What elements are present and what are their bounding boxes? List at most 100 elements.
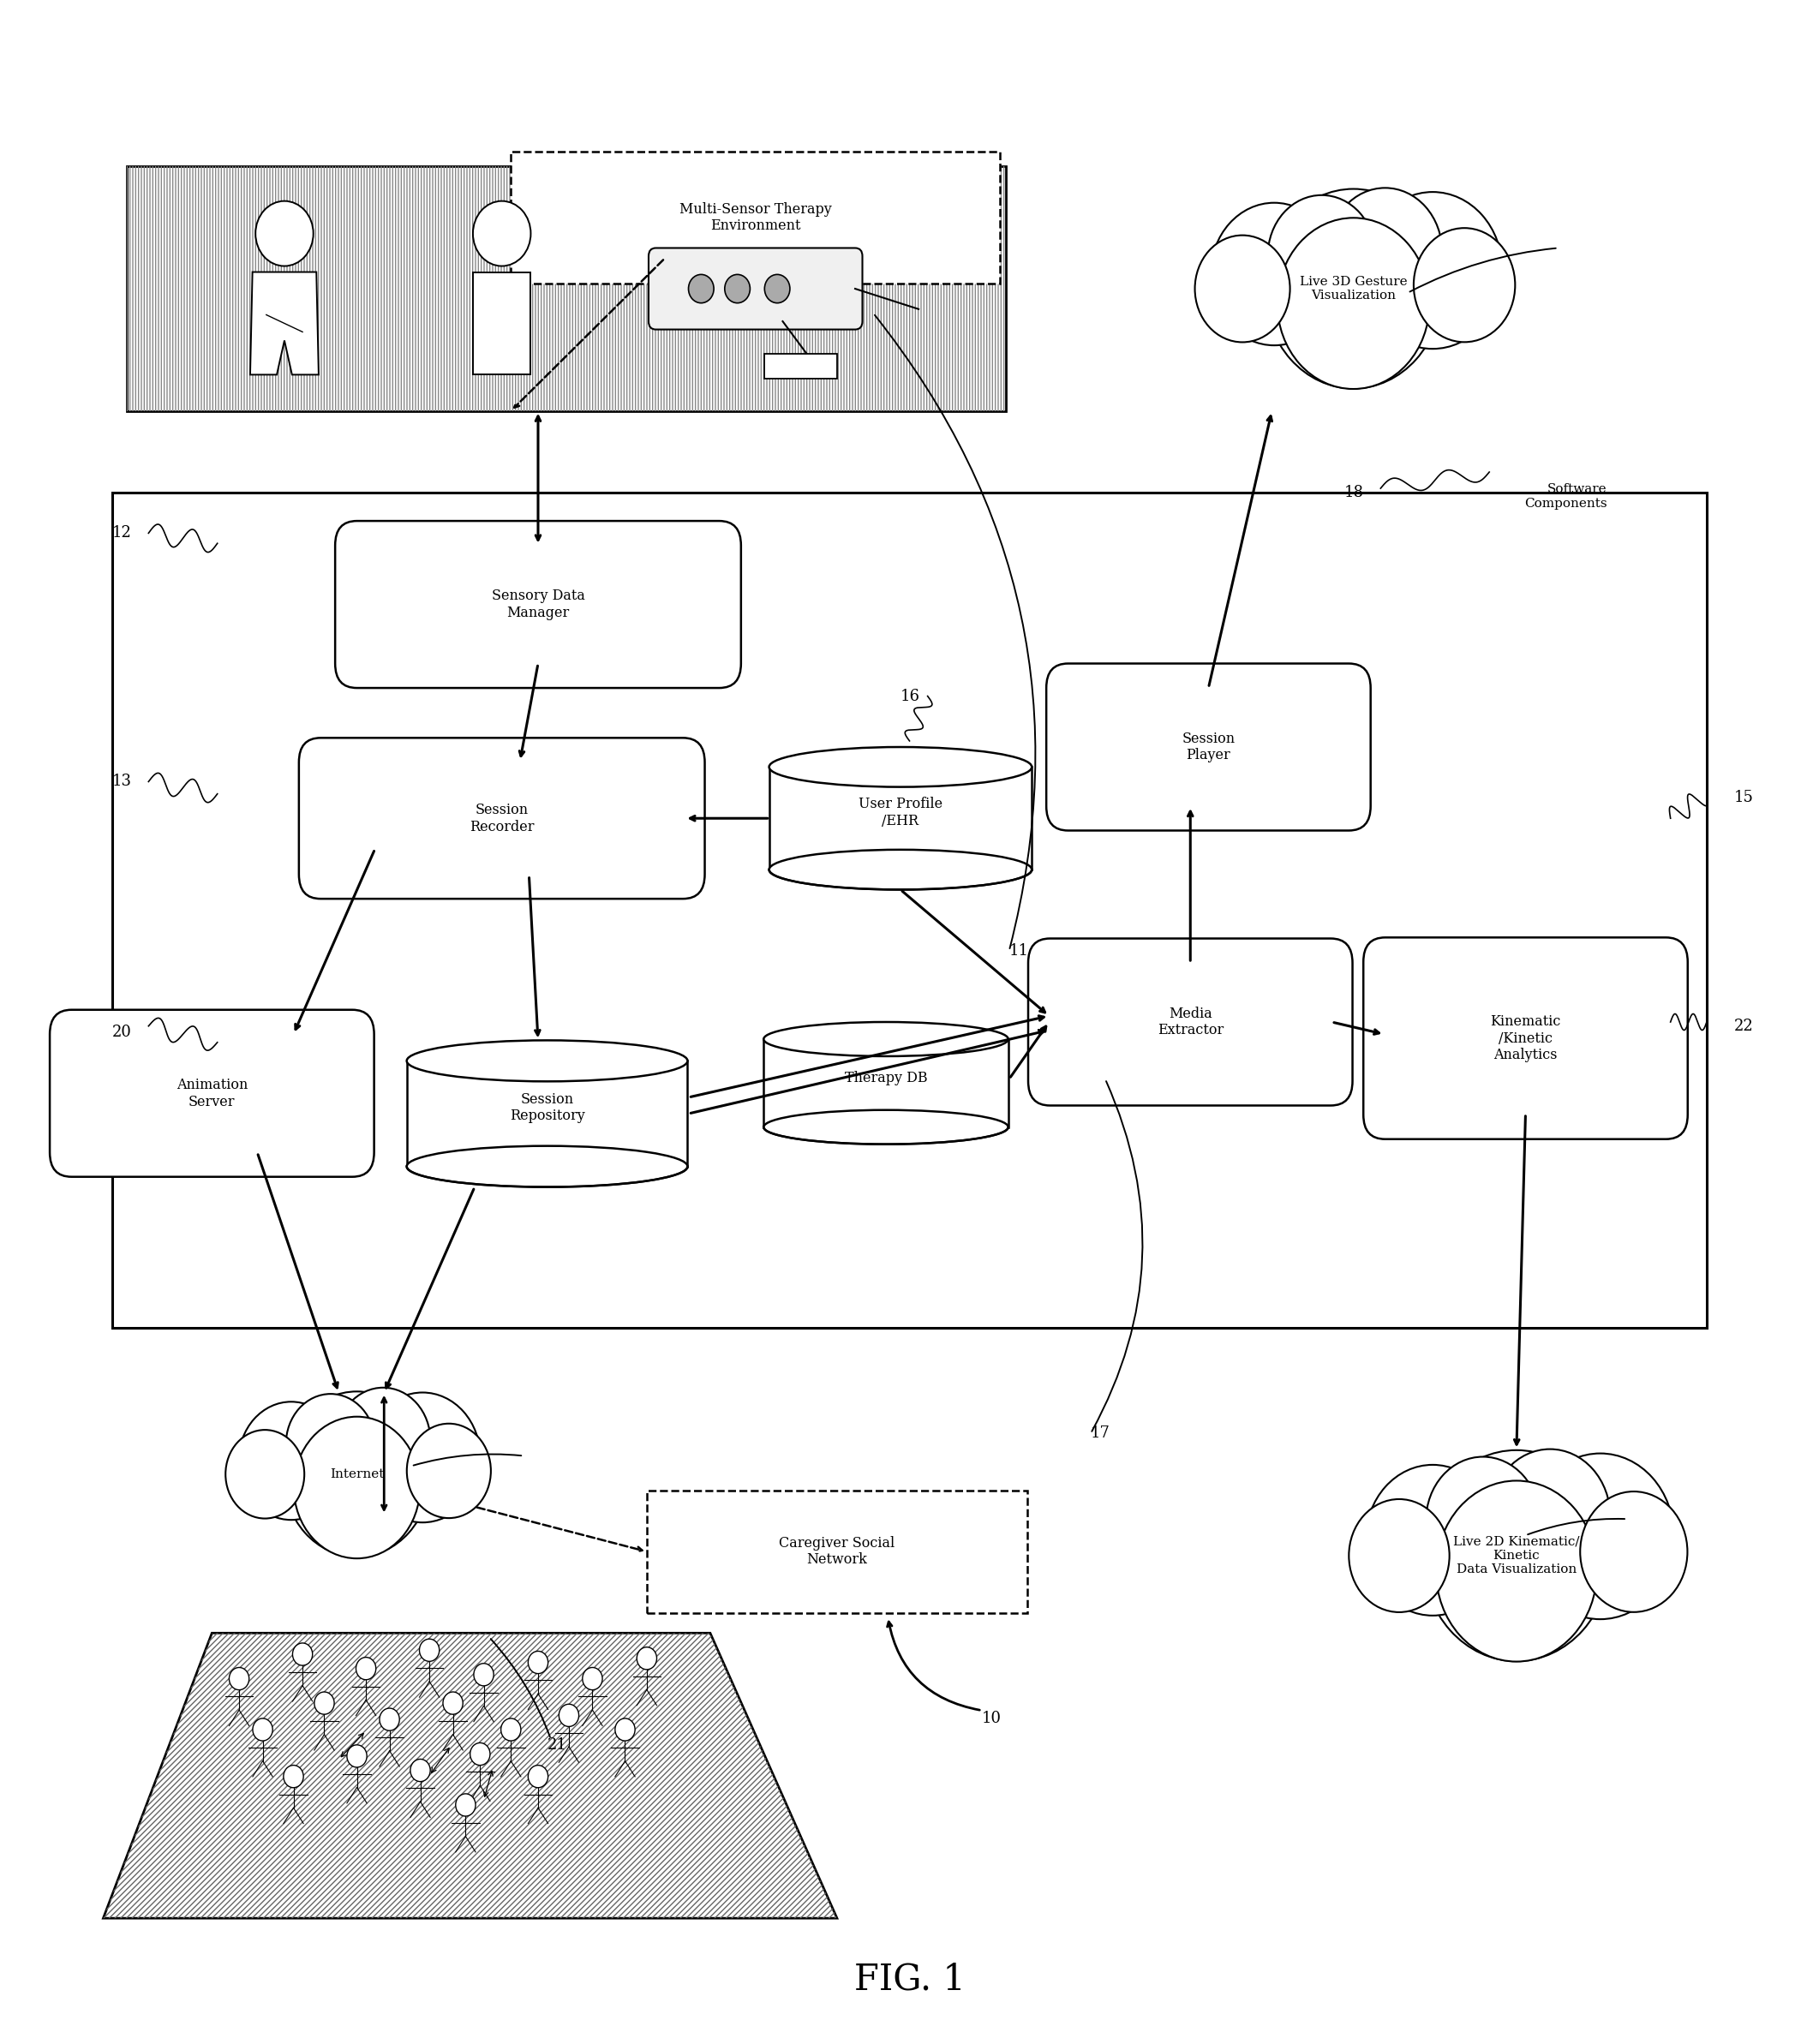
FancyBboxPatch shape [1364, 938, 1688, 1139]
Circle shape [229, 1668, 249, 1690]
FancyBboxPatch shape [1046, 664, 1372, 830]
Circle shape [455, 1795, 475, 1817]
Circle shape [295, 1416, 420, 1558]
Text: 15: 15 [1734, 791, 1754, 805]
FancyBboxPatch shape [49, 1010, 375, 1177]
Circle shape [255, 200, 313, 266]
Circle shape [420, 1639, 440, 1662]
Circle shape [500, 1719, 520, 1741]
Circle shape [357, 1658, 377, 1680]
Circle shape [1435, 1480, 1597, 1662]
Text: Sensory Data
Manager: Sensory Data Manager [491, 589, 584, 619]
Bar [764, 354, 837, 378]
Text: Session
Player: Session Player [1182, 732, 1235, 762]
Circle shape [558, 1705, 578, 1727]
Text: 12: 12 [113, 525, 133, 542]
Circle shape [347, 1746, 367, 1768]
Circle shape [528, 1766, 548, 1788]
Bar [113, 493, 1706, 1327]
Text: 13: 13 [113, 775, 133, 789]
Circle shape [411, 1760, 431, 1782]
Circle shape [1366, 1466, 1499, 1615]
Text: Media
Extractor: Media Extractor [1157, 1006, 1224, 1038]
Circle shape [473, 1664, 493, 1686]
Text: 10: 10 [982, 1711, 1002, 1727]
Circle shape [1362, 192, 1502, 350]
Circle shape [1422, 1449, 1610, 1662]
Circle shape [688, 274, 713, 303]
Circle shape [1264, 188, 1442, 388]
Circle shape [444, 1692, 462, 1715]
Circle shape [764, 274, 789, 303]
Circle shape [293, 1643, 313, 1666]
Text: 17: 17 [1091, 1427, 1110, 1441]
Text: Software
Components: Software Components [1524, 484, 1606, 509]
Circle shape [469, 1744, 489, 1766]
Text: User Profile
/EHR: User Profile /EHR [859, 797, 942, 828]
Circle shape [473, 200, 531, 266]
Bar [764, 1038, 1008, 1126]
Circle shape [1277, 219, 1430, 388]
Circle shape [528, 1652, 548, 1674]
Bar [769, 766, 1031, 869]
Text: 18: 18 [1344, 484, 1364, 501]
FancyBboxPatch shape [335, 521, 740, 689]
Text: Session
Repository: Session Repository [509, 1091, 584, 1122]
Circle shape [315, 1692, 335, 1715]
Circle shape [337, 1388, 431, 1494]
Text: 16: 16 [900, 689, 920, 703]
Bar [511, 151, 1000, 284]
FancyBboxPatch shape [298, 738, 704, 899]
Bar [127, 166, 1006, 411]
Circle shape [1426, 1457, 1541, 1584]
Text: 22: 22 [1734, 1018, 1754, 1034]
Bar [648, 1490, 1028, 1613]
Text: 11: 11 [1010, 942, 1030, 959]
Text: Therapy DB: Therapy DB [844, 1071, 928, 1085]
Text: Kinematic
/Kinetic
Analytics: Kinematic /Kinetic Analytics [1490, 1014, 1561, 1063]
Circle shape [615, 1719, 635, 1741]
Ellipse shape [769, 746, 1031, 787]
Circle shape [1211, 202, 1337, 345]
Text: Multi-Sensor Therapy
Environment: Multi-Sensor Therapy Environment [678, 202, 831, 233]
Circle shape [253, 1719, 273, 1741]
Text: Session
Recorder: Session Recorder [469, 803, 535, 834]
Text: Live 2D Kinematic/
Kinetic
Data Visualization: Live 2D Kinematic/ Kinetic Data Visualiz… [1453, 1535, 1579, 1576]
Circle shape [407, 1423, 491, 1519]
Circle shape [284, 1392, 431, 1558]
Text: FIG. 1: FIG. 1 [853, 1962, 966, 1997]
Circle shape [284, 1766, 304, 1788]
Circle shape [1268, 194, 1375, 317]
Text: 21: 21 [548, 1737, 568, 1754]
Circle shape [380, 1709, 400, 1731]
Circle shape [582, 1668, 602, 1690]
Polygon shape [473, 272, 531, 374]
Circle shape [1195, 235, 1290, 341]
Circle shape [238, 1402, 344, 1521]
Circle shape [1350, 1498, 1450, 1613]
Circle shape [1526, 1453, 1673, 1619]
Circle shape [286, 1394, 375, 1494]
Circle shape [366, 1392, 480, 1523]
Ellipse shape [407, 1040, 688, 1081]
Circle shape [724, 274, 749, 303]
Text: Live 3D Gesture
Visualization: Live 3D Gesture Visualization [1299, 276, 1408, 303]
Circle shape [1328, 188, 1442, 317]
Circle shape [637, 1647, 657, 1670]
FancyBboxPatch shape [1028, 938, 1353, 1106]
Text: Internet: Internet [329, 1468, 384, 1480]
Circle shape [1490, 1449, 1610, 1584]
Circle shape [1581, 1492, 1688, 1613]
Text: Caregiver Social
Network: Caregiver Social Network [779, 1535, 895, 1568]
Ellipse shape [769, 850, 1031, 889]
Circle shape [1413, 229, 1515, 341]
Bar [127, 166, 1006, 411]
Ellipse shape [764, 1022, 1008, 1057]
Bar [407, 1061, 688, 1167]
Polygon shape [104, 1633, 837, 1917]
FancyBboxPatch shape [649, 247, 862, 329]
Text: 20: 20 [113, 1024, 133, 1040]
Text: Animation
Server: Animation Server [176, 1077, 247, 1110]
Ellipse shape [764, 1110, 1008, 1145]
Ellipse shape [407, 1147, 688, 1188]
